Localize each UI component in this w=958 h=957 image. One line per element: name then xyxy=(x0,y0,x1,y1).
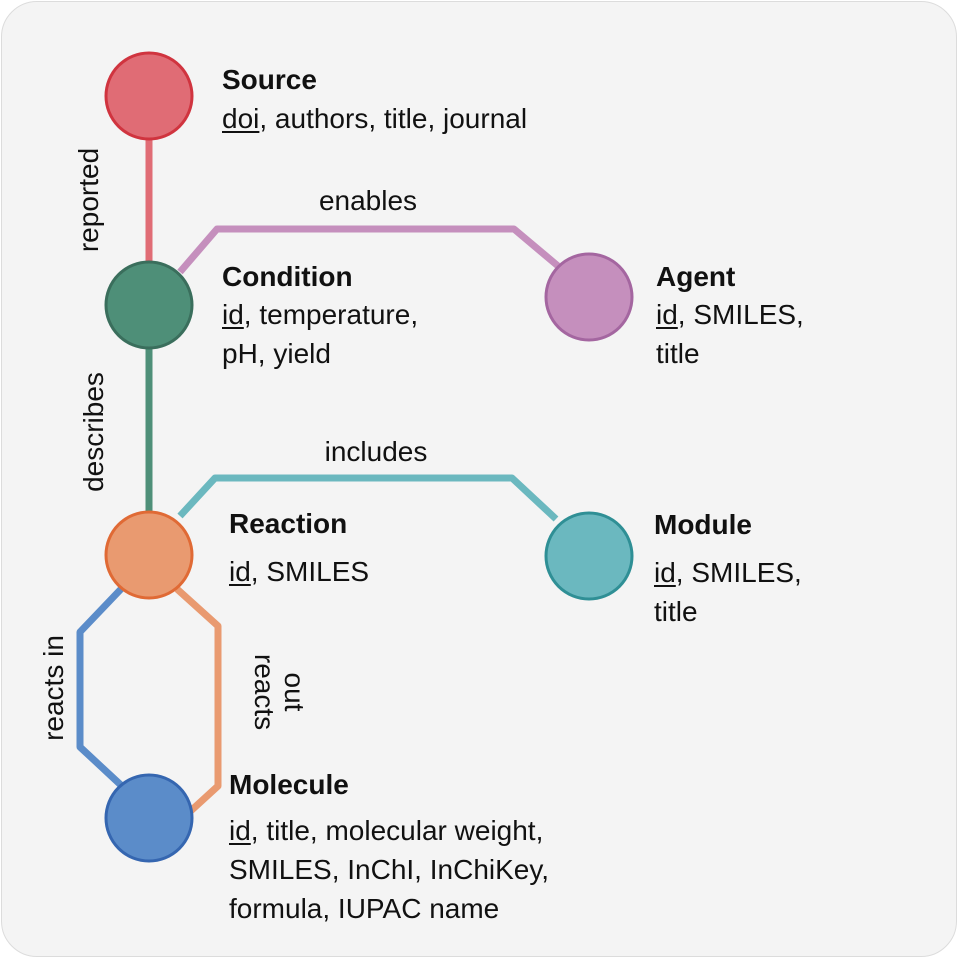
module-key: id xyxy=(654,557,676,588)
agent-node[interactable] xyxy=(544,252,634,342)
source-node[interactable] xyxy=(104,51,194,141)
condition-attrs: , temperature, pH, yield xyxy=(222,299,419,369)
condition-node[interactable] xyxy=(104,260,194,350)
reaction-title: Reaction xyxy=(229,508,348,539)
agent-attributes: id, SMILES, title xyxy=(656,295,804,373)
edge-includes xyxy=(177,474,559,522)
reaction-attributes: id, SMILES xyxy=(229,552,369,591)
reaction-node[interactable] xyxy=(104,510,194,600)
edge-reacts-in xyxy=(76,585,126,790)
agent-key: id xyxy=(656,299,678,330)
edge-label-reacts-in: reacts in xyxy=(38,635,69,741)
edge-reacts-out xyxy=(174,586,222,821)
edge-label-describes: describes xyxy=(78,372,109,492)
module-title: Module xyxy=(654,509,752,540)
agent-attrs: , SMILES, title xyxy=(656,299,804,369)
edge-label-reported: reported xyxy=(73,148,104,252)
module-attributes: id, SMILES, title xyxy=(654,553,802,631)
condition-key: id xyxy=(222,299,244,330)
edge-enables xyxy=(177,225,561,275)
molecule-node[interactable] xyxy=(104,773,194,863)
condition-title: Condition xyxy=(222,261,353,292)
molecule-attributes: id, title, molecular weight, SMILES, InC… xyxy=(229,811,549,928)
source-key: doi xyxy=(222,103,260,134)
source-attrs: , authors, title, journal xyxy=(259,103,528,134)
edge-label-enables: enables xyxy=(319,185,417,216)
molecule-attrs: , title, molecular weight, SMILES, InChI… xyxy=(229,815,550,924)
reaction-attrs: , SMILES xyxy=(250,556,370,587)
molecule-title: Molecule xyxy=(229,769,349,800)
edge-label-includes: includes xyxy=(325,436,428,467)
edge-label-reacts-out-line2: out xyxy=(279,673,310,712)
edge-label-reacts-out-line1: reacts xyxy=(249,654,280,730)
module-attrs: , SMILES, title xyxy=(654,557,802,627)
module-node[interactable] xyxy=(544,511,634,601)
condition-attributes: id, temperature, pH, yield xyxy=(222,295,418,373)
molecule-key: id xyxy=(229,815,251,846)
source-title: Source xyxy=(222,64,317,95)
reaction-key: id xyxy=(229,556,251,587)
agent-title: Agent xyxy=(656,261,736,292)
source-attributes: doi, authors, title, journal xyxy=(222,99,527,138)
